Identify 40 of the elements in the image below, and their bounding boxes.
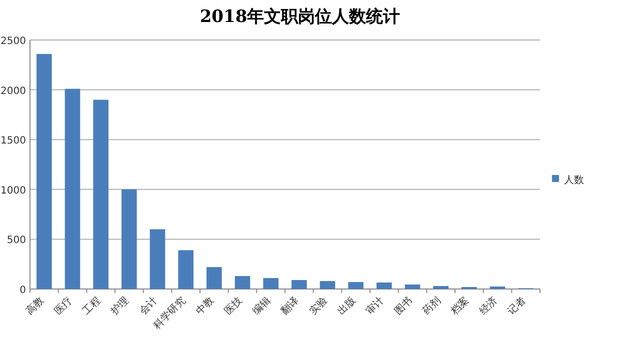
x-tick-label: 医疗 [52,294,75,318]
x-tick-label: 医技 [222,294,245,318]
x-tick-label: 审计 [364,294,386,318]
bar [320,281,336,289]
bar [64,88,80,289]
x-tick-label: 档案 [448,294,472,318]
y-tick-label: 0 [20,285,26,296]
y-tick-label: 1500 [0,136,26,147]
x-tick-label: 中教 [194,294,216,318]
bar [36,54,52,289]
bar [292,280,307,289]
y-tick-label: 500 [6,235,26,246]
bar [178,250,194,289]
bar [150,229,166,289]
x-tick-label: 护理 [108,294,132,318]
legend-label: 人数 [564,175,584,186]
x-tick-label: 工程 [81,295,103,318]
x-tick-label: 编辑 [250,294,273,318]
bar [376,282,392,289]
bar [404,284,420,289]
y-tick-label: 2000 [0,86,26,97]
chart-title: 2018年文职岗位人数统计 [200,7,400,27]
x-tick-label: 实验 [306,294,330,318]
bar [93,100,108,289]
bar [433,286,448,289]
bar [234,276,250,289]
x-tick-label: 记者 [505,294,528,318]
x-tick-label: 高教 [24,294,46,318]
x-tick-label: 药剂 [420,294,443,318]
x-tick-label: 图书 [392,294,415,318]
y-tick-label: 2500 [0,36,26,47]
x-tick-label: 经济 [476,294,500,318]
bar [263,278,278,289]
x-tick-label: 会计 [136,294,160,318]
x-tick-label: 出版 [335,294,358,318]
y-tick-label: 1000 [0,185,26,196]
bar [206,267,222,289]
bar [348,282,364,289]
x-tick-label: 翻译 [278,294,302,318]
bar [122,189,137,289]
